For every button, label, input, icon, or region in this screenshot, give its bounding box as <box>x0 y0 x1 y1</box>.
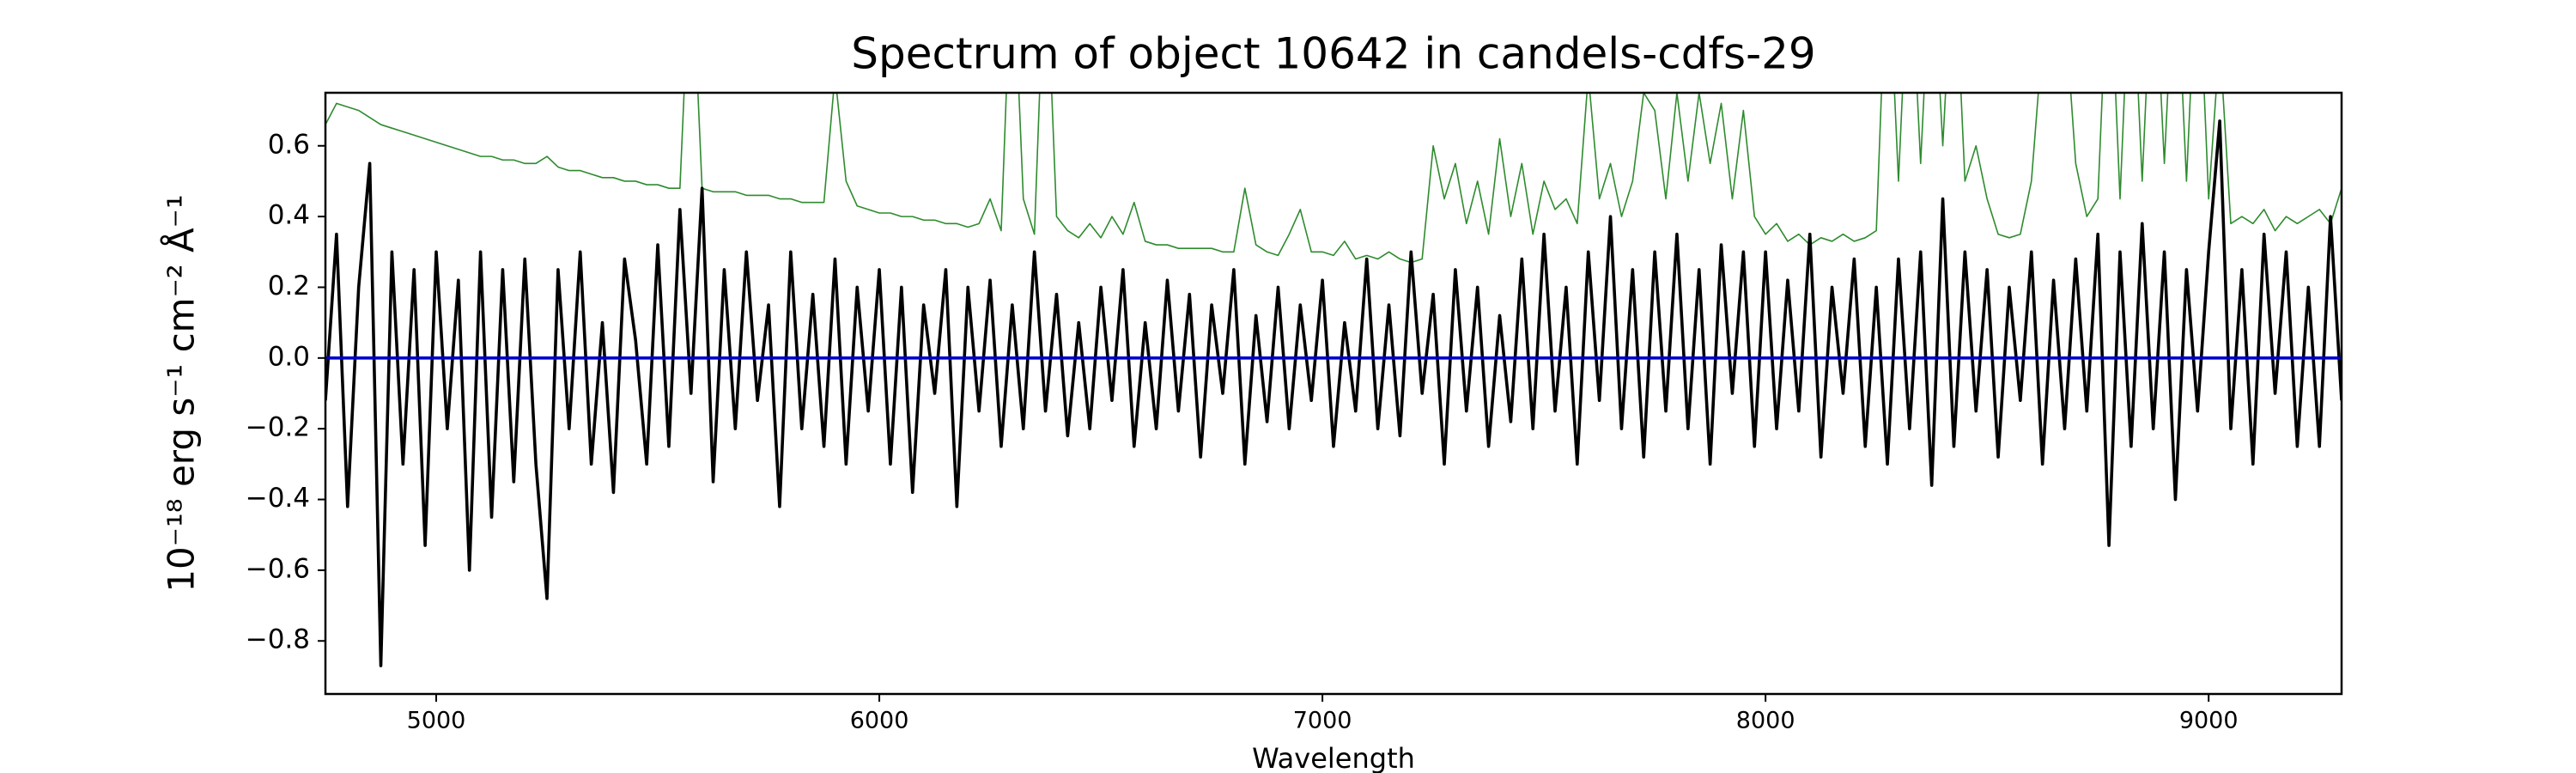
y-tick-label: 0.6 <box>268 129 310 160</box>
plot-area <box>325 93 2342 667</box>
y-tick-label: −0.2 <box>246 412 310 443</box>
x-axis-label: Wavelength <box>1252 742 1415 773</box>
x-tick-label: 9000 <box>2179 708 2239 734</box>
spectrum-line <box>325 119 2342 667</box>
y-tick-label: 0.2 <box>268 271 310 301</box>
y-tick-label: −0.8 <box>246 624 310 655</box>
x-tick-label: 7000 <box>1293 708 1352 734</box>
y-tick-label: 0.0 <box>268 341 310 372</box>
y-tick-label: 0.4 <box>268 200 310 231</box>
y-tick-label: −0.4 <box>246 483 310 514</box>
x-tick-label: 8000 <box>1736 708 1795 734</box>
y-axis-label: 10⁻¹⁸ erg s⁻¹ cm⁻² Å⁻¹ <box>160 194 203 592</box>
y-tick-label: −0.6 <box>246 553 310 584</box>
spectrum-line <box>325 93 2342 264</box>
x-tick-label: 6000 <box>850 708 909 734</box>
chart-title: Spectrum of object 10642 in candels-cdfs… <box>851 29 1816 79</box>
x-tick-label: 5000 <box>407 708 466 734</box>
axes-frame <box>324 91 2343 696</box>
